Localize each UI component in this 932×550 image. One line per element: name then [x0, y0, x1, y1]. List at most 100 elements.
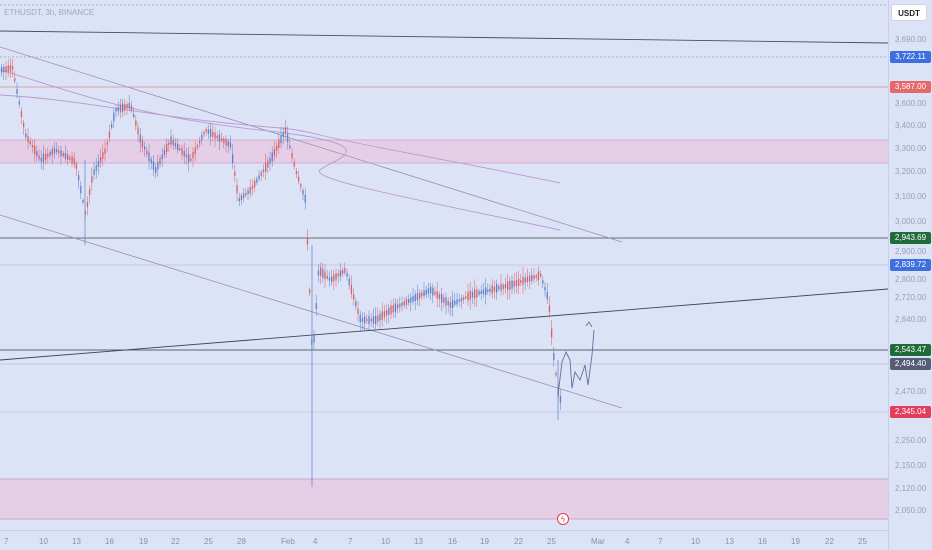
candle-body — [276, 145, 278, 151]
candle-body — [144, 146, 146, 150]
price-tick: 2,150.00 — [895, 461, 927, 470]
candle-body — [553, 353, 555, 361]
price-tick: 2,050.00 — [895, 506, 927, 515]
candle-body — [416, 293, 419, 300]
time-tick: 22 — [171, 537, 180, 546]
candle-body — [509, 280, 511, 290]
candle-body — [247, 190, 249, 195]
descending-channel-top — [0, 46, 623, 243]
candle-body — [467, 292, 469, 301]
candle-body — [487, 289, 489, 293]
price-tick: 3,300.00 — [895, 144, 927, 153]
price-axis[interactable]: 3,690.00 3,600.00 3,400.00 3,300.00 3,200.00… — [888, 0, 932, 550]
candle-body — [357, 308, 359, 315]
candle-body — [20, 111, 23, 117]
candle-body — [155, 167, 157, 173]
descending-channel-bottom — [0, 214, 623, 409]
candle-body — [192, 151, 194, 159]
candle-body — [207, 129, 210, 134]
candle-body — [460, 297, 463, 302]
candle-body — [304, 194, 306, 203]
candle-body — [245, 192, 247, 196]
candle-body — [185, 154, 188, 158]
candle-body — [542, 280, 544, 284]
time-tick: Feb — [281, 537, 295, 546]
candle-body — [447, 300, 449, 306]
candle-body — [507, 281, 509, 291]
candle-body — [370, 318, 372, 322]
currency-button[interactable]: USDT — [891, 4, 927, 21]
candle-body — [408, 299, 410, 303]
price-tick: 3,690.00 — [895, 35, 927, 44]
candle-body — [3, 66, 5, 73]
candle-body — [194, 147, 196, 154]
candle-body — [188, 154, 190, 162]
price-tick: 2,120.00 — [895, 484, 927, 493]
time-tick: 25 — [547, 537, 556, 546]
lightning-icon[interactable]: ϟ — [557, 513, 569, 525]
candle-body — [75, 163, 78, 169]
candle-body — [16, 88, 18, 94]
candle-body — [544, 287, 546, 291]
candle-body — [126, 104, 128, 109]
candle-body — [401, 302, 403, 307]
time-tick: 19 — [480, 537, 489, 546]
candle-body — [533, 275, 535, 280]
candle-body — [179, 148, 181, 151]
candle-body — [317, 270, 320, 276]
candle-body — [196, 145, 199, 148]
candle-body — [146, 150, 148, 155]
candle-body — [293, 162, 295, 167]
candle-body — [284, 127, 287, 134]
chart-pane[interactable]: ETHUSDT, 3h, BINANCE ϟ — [0, 0, 888, 530]
candle-body — [489, 288, 491, 292]
candle-body — [201, 134, 203, 141]
candle-body — [78, 175, 80, 181]
candle-body — [104, 148, 106, 154]
candle-body — [377, 315, 379, 322]
candle-body — [12, 66, 14, 70]
candle-body — [410, 297, 412, 303]
candle-body — [348, 278, 350, 286]
time-axis[interactable]: 7 10 13 16 19 22 25 28 Feb 4 7 10 13 16 19 22 25 Mar 4 7 10 1… — [0, 530, 888, 550]
candle-body — [265, 163, 267, 172]
candle-body — [443, 297, 445, 303]
candle-body — [177, 143, 179, 151]
candle-body — [513, 281, 515, 287]
time-tick: 4 — [625, 537, 630, 546]
candle-body — [350, 284, 353, 294]
candle-body — [320, 267, 322, 277]
candle-body — [372, 316, 375, 324]
candle-body — [29, 141, 31, 145]
candle-body — [172, 139, 174, 146]
candle-body — [496, 284, 498, 293]
price-tick: 3,200.00 — [895, 167, 927, 176]
projection-path — [557, 329, 595, 396]
candle-body — [300, 184, 302, 187]
candle-body — [500, 283, 502, 292]
price-tick: 3,400.00 — [895, 121, 927, 130]
candle-body — [214, 132, 216, 139]
candle-body — [238, 197, 240, 202]
candle-body — [359, 314, 361, 323]
candle-body — [5, 66, 7, 73]
candle-body — [379, 313, 381, 321]
candle-body — [328, 277, 331, 281]
candle-body — [49, 151, 51, 156]
candle-body — [381, 311, 383, 320]
candle-body — [73, 157, 75, 165]
candle-body — [383, 310, 386, 318]
candle-body — [478, 291, 480, 295]
candle-body — [524, 277, 526, 283]
candle-body — [139, 134, 141, 143]
candle-body — [119, 104, 122, 113]
candle-body — [240, 195, 243, 200]
candle-body — [421, 292, 423, 297]
candle-body — [42, 153, 45, 163]
candle-body — [168, 142, 170, 145]
candle-body — [190, 158, 192, 161]
candle-body — [124, 104, 126, 110]
candle-body — [58, 150, 60, 154]
candle-body — [423, 290, 425, 297]
price-chart[interactable] — [0, 0, 888, 530]
